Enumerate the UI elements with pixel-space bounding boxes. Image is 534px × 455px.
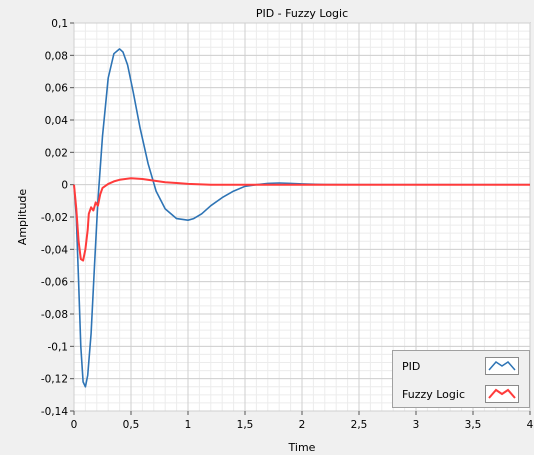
y-tick-label: -0,02 (41, 212, 68, 224)
legend-item-pid[interactable]: PID (393, 353, 529, 381)
chart-title: PID - Fuzzy Logic (256, 7, 348, 20)
legend-item-fuzzy-logic[interactable]: Fuzzy Logic (393, 381, 529, 409)
x-axis-label: Time (288, 441, 316, 454)
y-tick-label: -0,06 (41, 277, 68, 289)
series-line-fuzzy-logic[interactable] (73, 177, 530, 262)
x-tick-label: 4 (527, 419, 534, 431)
y-tick-labels: 0,1 0,08 0,06 0,04 0,02 0 -0,02 -0,04 -0,06 -0,08… (41, 18, 74, 418)
x-tick-label: 0 (71, 419, 78, 431)
legend-swatch-fuzzy-logic[interactable] (485, 385, 519, 403)
x-tick-label: 1,5 (237, 419, 254, 431)
y-tick-label: 0,1 (51, 18, 68, 30)
y-tick-label: -0,14 (41, 406, 68, 418)
y-tick-label: -0,08 (41, 309, 68, 321)
x-tick-label: 0,5 (123, 419, 140, 431)
legend[interactable]: PID Fuzzy Logic (392, 350, 530, 408)
x-tick-labels: 0 0,5 1 1,5 2 2,5 3 3,5 4 (71, 411, 534, 431)
y-tick-label: 0,06 (45, 83, 69, 95)
y-tick-label: 0,02 (45, 147, 68, 159)
y-tick-label: 0 (61, 180, 68, 192)
y-tick-label: -0,1 (48, 341, 69, 353)
y-tick-label: -0,04 (41, 244, 68, 256)
series-line-pid[interactable] (73, 48, 530, 388)
legend-label-pid: PID (402, 360, 421, 373)
x-tick-label: 2 (299, 419, 306, 431)
legend-swatch-pid[interactable] (485, 357, 519, 375)
y-axis-label: Amplitude (16, 189, 29, 246)
legend-label-fuzzy-logic: Fuzzy Logic (402, 388, 466, 401)
x-tick-label: 3,5 (465, 419, 482, 431)
y-tick-label: -0,12 (41, 374, 68, 386)
x-tick-label: 1 (185, 419, 192, 431)
series-group (73, 48, 530, 388)
x-tick-label: 3 (413, 419, 420, 431)
y-tick-label: 0,08 (45, 50, 68, 62)
x-tick-label: 2,5 (351, 419, 368, 431)
y-tick-label: 0,04 (45, 115, 69, 127)
